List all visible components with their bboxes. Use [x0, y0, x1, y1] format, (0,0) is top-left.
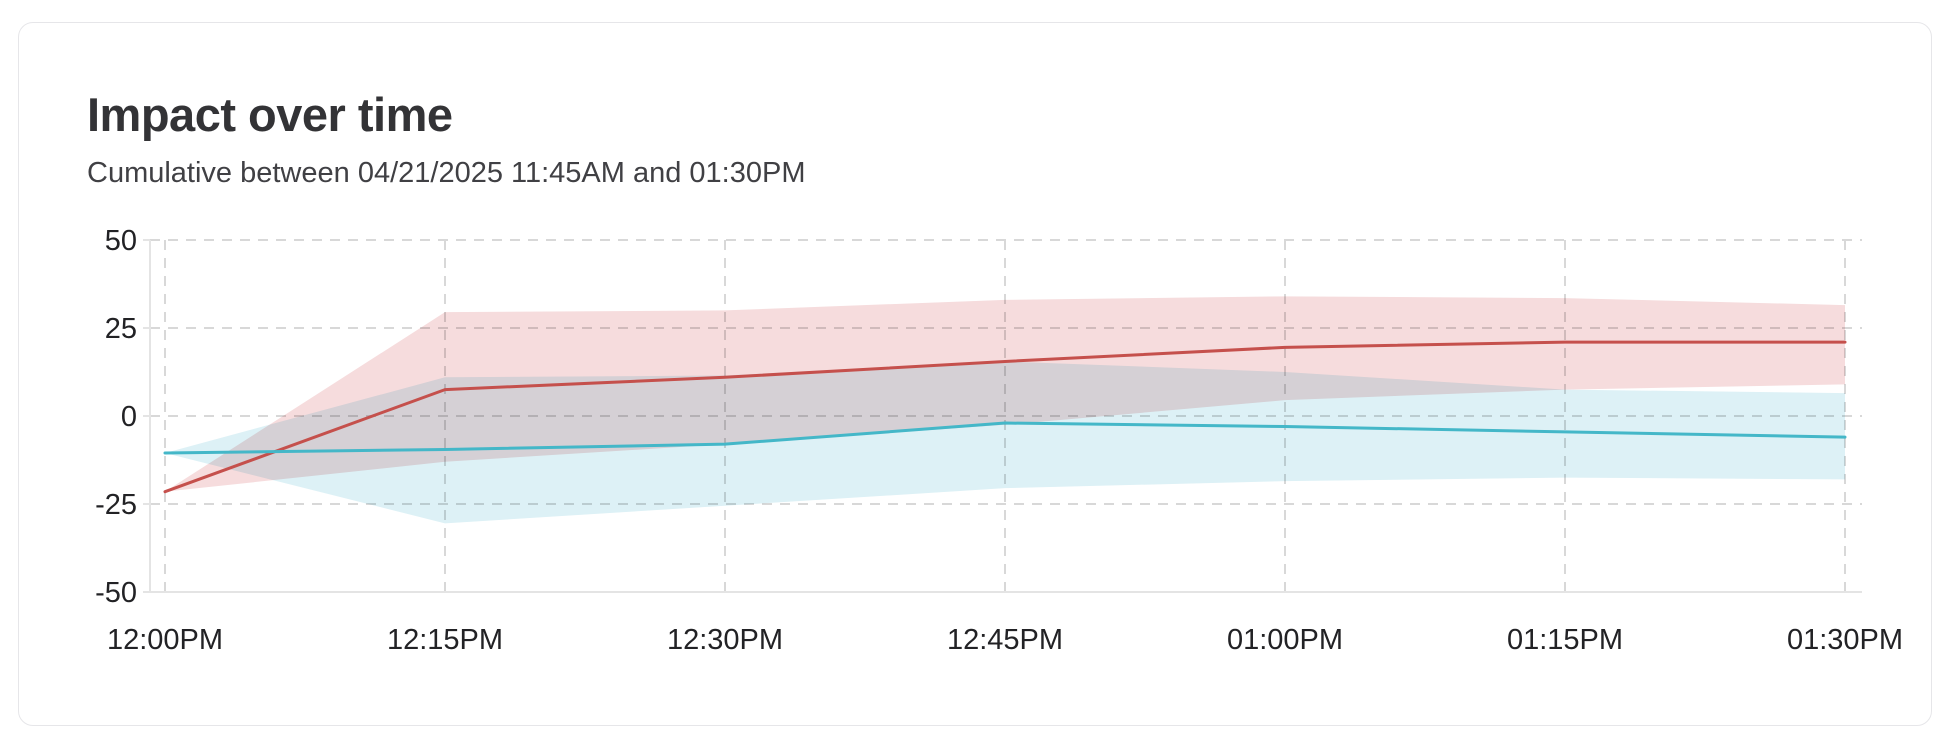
teal-line [163, 421, 1847, 455]
x-tick-label: 01:30PM [1787, 624, 1903, 656]
chart-subtitle: Cumulative between 04/21/2025 11:45AM an… [87, 157, 806, 189]
red-line [163, 340, 1847, 494]
y-tick-label: 50 [105, 225, 137, 257]
x-tick-label: 01:00PM [1227, 624, 1343, 656]
y-axis-labels: 50 25 0 -25 -50 [95, 225, 137, 609]
y-tick-label: 25 [105, 313, 137, 345]
x-tick-label: 12:30PM [667, 624, 783, 656]
x-tick-label: 01:15PM [1507, 624, 1623, 656]
y-tick-label: -25 [95, 489, 137, 521]
chart-title: Impact over time [87, 88, 453, 141]
x-tick-label: 12:15PM [387, 624, 503, 656]
y-tick-label: 0 [121, 401, 137, 433]
x-tick-label: 12:00PM [107, 624, 223, 656]
teal-confidence-band [165, 361, 1845, 524]
x-tick-label: 12:45PM [947, 624, 1063, 656]
axis-lines [143, 239, 1862, 593]
y-tick-label: -50 [95, 577, 137, 609]
x-axis-labels: 12:00PM 12:15PM 12:30PM 12:45PM 01:00PM 01:15… [107, 624, 1903, 656]
